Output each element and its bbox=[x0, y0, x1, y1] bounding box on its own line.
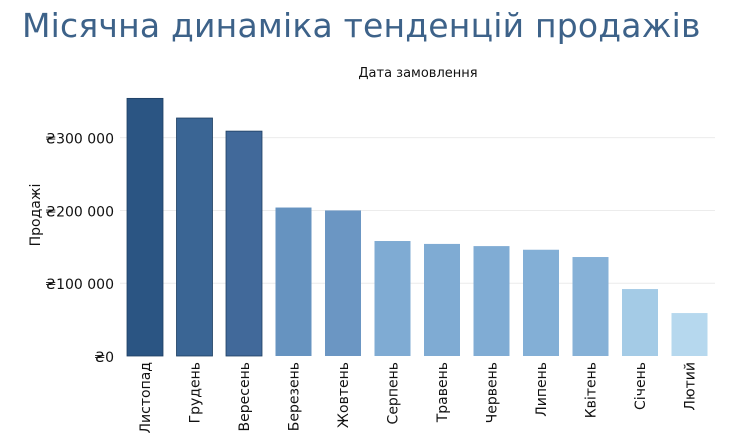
x-tick-labels: Листопад Грудень Вересень Березень Жовтень Се… bbox=[138, 362, 699, 433]
y-tick-label: ₴300 000 bbox=[45, 132, 114, 148]
bar bbox=[176, 117, 213, 357]
bar bbox=[424, 243, 460, 356]
y-tick-label: ₴100 000 bbox=[45, 277, 114, 293]
x-tick-label: Лютий bbox=[683, 362, 699, 411]
x-tick-label: Грудень bbox=[188, 362, 204, 423]
bar bbox=[622, 289, 658, 356]
x-tick-label: Серпень bbox=[386, 362, 402, 424]
bar bbox=[275, 207, 312, 356]
x-tick-label: Липень bbox=[534, 362, 550, 417]
bar bbox=[671, 313, 708, 356]
bar bbox=[374, 241, 411, 356]
x-tick-label: Червень bbox=[485, 362, 501, 423]
x-tick-label: Жовтень bbox=[336, 362, 352, 428]
top-axis-label: Дата замовлення bbox=[358, 66, 477, 81]
gridlines bbox=[120, 137, 715, 284]
y-axis-label: Продажі bbox=[28, 184, 44, 247]
bar bbox=[473, 246, 510, 356]
bar bbox=[572, 257, 609, 356]
y-tick-label: ₴200 000 bbox=[45, 204, 114, 220]
y-tick-labels: ₴0 ₴100 000 ₴200 000 ₴300 000 bbox=[45, 132, 114, 366]
x-tick-label: Березень bbox=[287, 362, 303, 431]
x-tick-label: Вересень bbox=[237, 362, 253, 431]
bar bbox=[325, 210, 361, 356]
y-tick-label: ₴0 bbox=[94, 350, 114, 366]
bars bbox=[126, 97, 708, 357]
x-tick-label: Квітень bbox=[584, 362, 600, 418]
bar bbox=[225, 130, 263, 357]
bar bbox=[126, 97, 164, 357]
x-tick-label: Січень bbox=[633, 362, 649, 410]
x-tick-label: Листопад bbox=[138, 362, 154, 433]
chart-title: Місячна динаміка тенденцій продажів bbox=[22, 6, 701, 45]
bar bbox=[523, 249, 559, 356]
x-tick-label: Травень bbox=[435, 362, 451, 423]
